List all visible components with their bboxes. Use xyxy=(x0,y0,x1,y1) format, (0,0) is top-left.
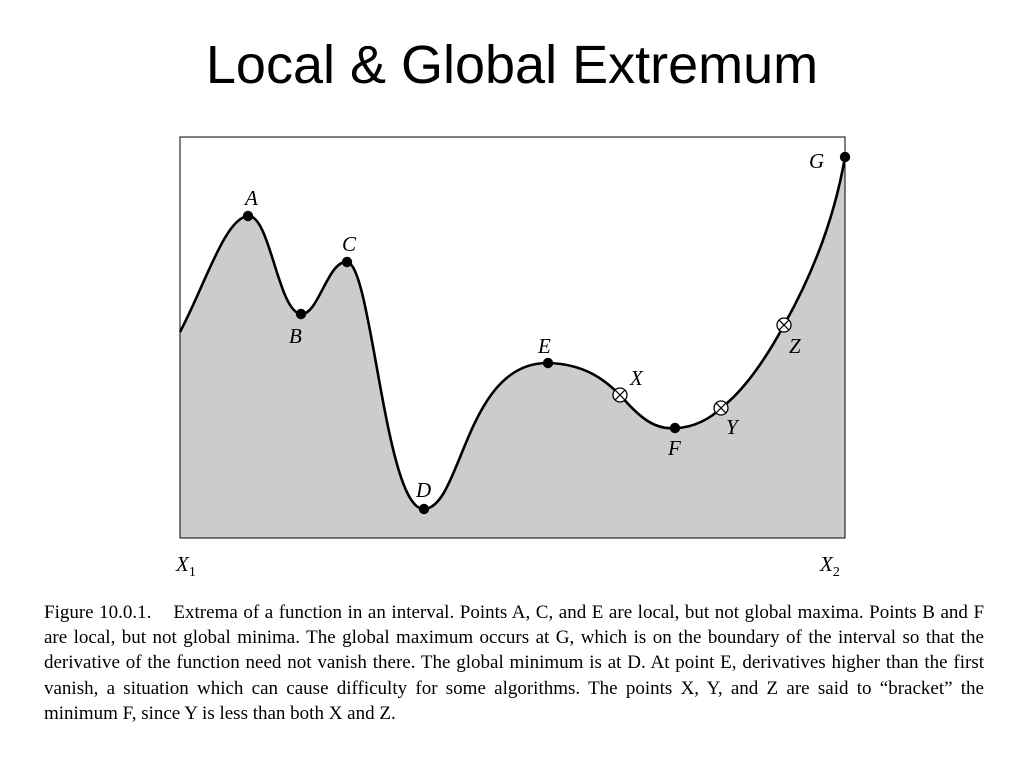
point-f-label: F xyxy=(667,436,681,460)
interval-left-sub: 1 xyxy=(189,565,196,580)
interval-right-label: X2 xyxy=(819,552,840,580)
point-y-label: Y xyxy=(726,415,740,439)
point-b-dot xyxy=(295,308,307,320)
area-under-curve xyxy=(180,157,845,538)
caption-lead: Figure 10.0.1. xyxy=(44,602,152,623)
point-x-marker xyxy=(612,387,628,403)
point-b-label: B xyxy=(289,324,302,348)
point-e-label: E xyxy=(537,334,551,358)
function-curve xyxy=(178,156,847,511)
point-g-label: G xyxy=(809,149,824,173)
point-z-label: Z xyxy=(789,334,801,358)
point-z-marker xyxy=(776,317,792,333)
caption-text: Extrema of a function in an interval. Po… xyxy=(44,602,985,724)
point-e-dot xyxy=(542,357,554,369)
interval-left-main: X xyxy=(175,552,190,576)
interval-left-label: X1 xyxy=(175,552,196,580)
interval-right-sub: 2 xyxy=(833,565,840,580)
point-d-label: D xyxy=(415,478,431,502)
interval-right-main: X xyxy=(819,552,834,576)
point-a-label: A xyxy=(243,186,258,210)
point-c-dot xyxy=(341,256,353,268)
point-f-dot xyxy=(669,422,681,434)
slide-title: Local & Global Extremum xyxy=(205,35,819,95)
point-x-label: X xyxy=(629,366,644,390)
plot-frame xyxy=(179,136,846,539)
point-c-label: C xyxy=(342,232,357,256)
point-g-dot xyxy=(839,151,851,163)
extrema-figure: A B C D E F G X Y Z X1 X2 xyxy=(175,136,851,580)
point-a-dot xyxy=(242,210,254,222)
figure-caption: Figure 10.0.1. Extrema of a function in a… xyxy=(44,600,984,726)
point-d-dot xyxy=(418,503,430,515)
point-y-marker xyxy=(713,400,729,416)
